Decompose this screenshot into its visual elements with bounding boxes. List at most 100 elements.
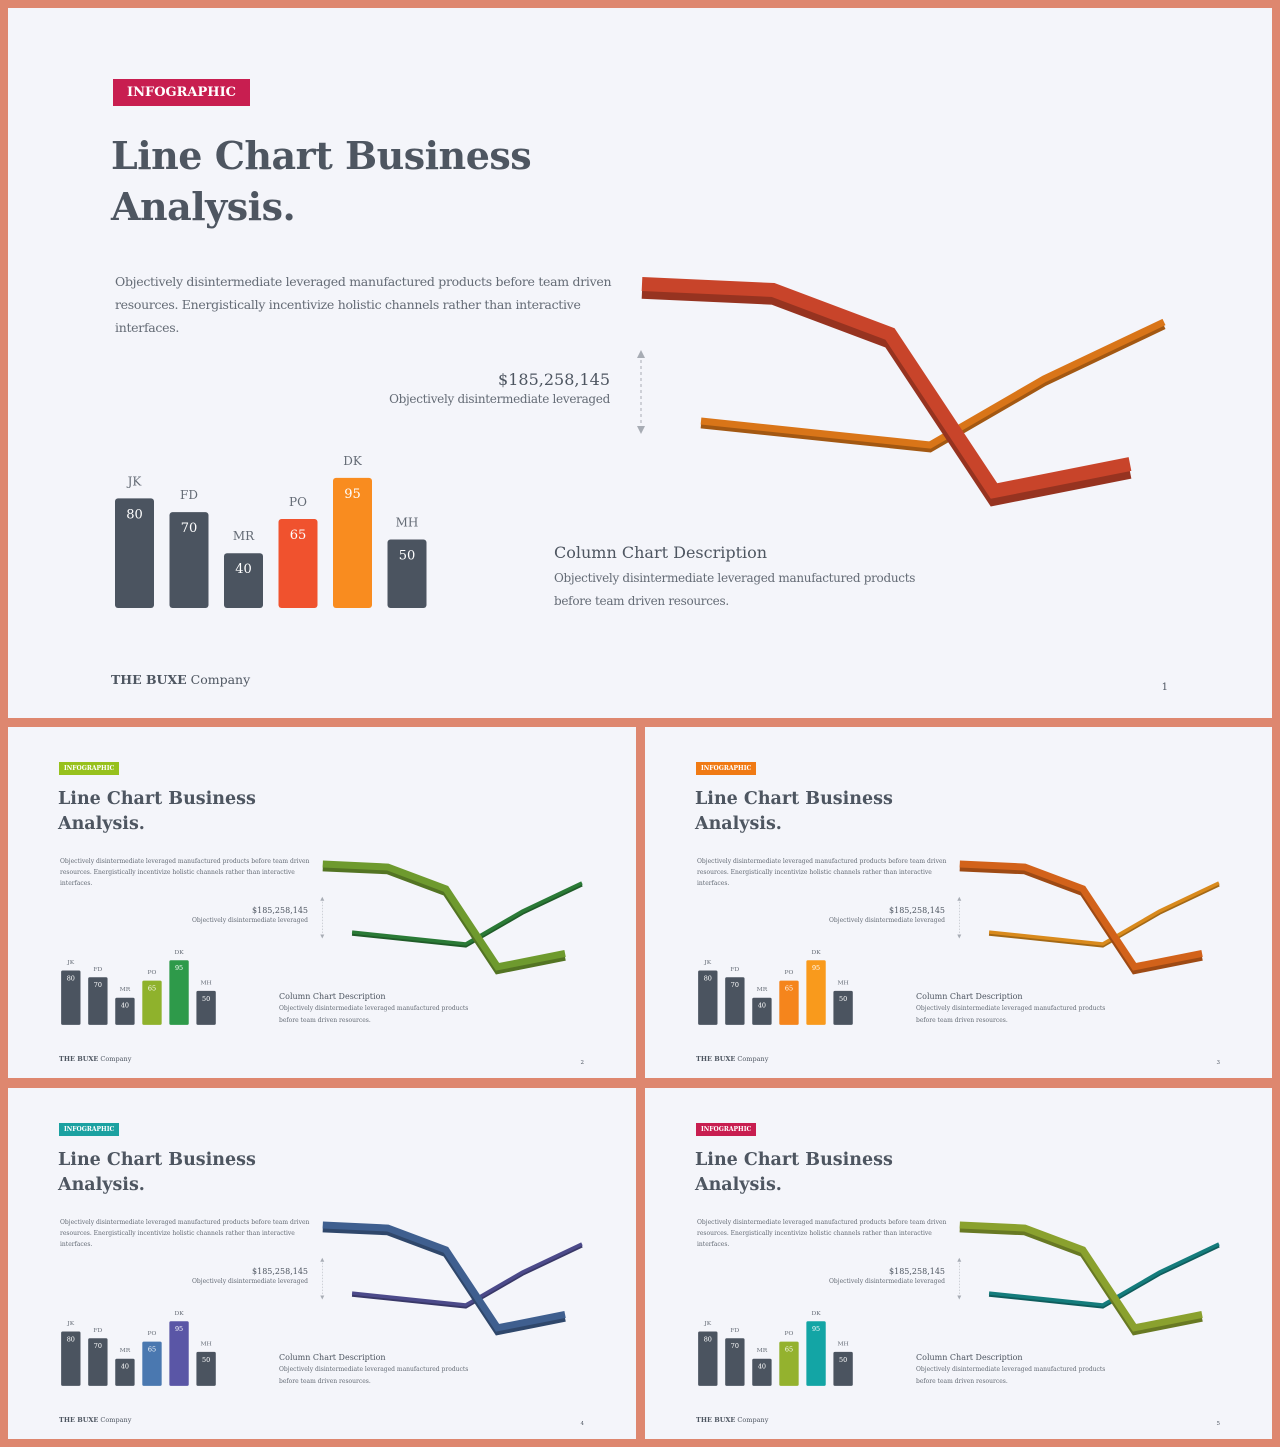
bar-dk xyxy=(806,960,826,1025)
bar-value-label: 70 xyxy=(181,521,198,536)
stat-value: $185,258,145 xyxy=(889,906,945,915)
footer-brand: THE BUXE Company xyxy=(696,1055,769,1063)
line-series-b xyxy=(351,881,583,948)
bar-value-label: 50 xyxy=(202,995,210,1003)
column-description-title: Column Chart Description xyxy=(916,1353,1023,1362)
page-title: Line Chart Business Analysis. xyxy=(58,789,256,834)
page-title: Line Chart Business Analysis. xyxy=(695,1150,893,1195)
bar-category-label: DK xyxy=(174,1310,184,1317)
bar-value-label: 80 xyxy=(704,1335,712,1343)
bar-category-label: MH xyxy=(396,516,419,530)
slide-graphics: 80 JK 70 FD 40 MR 65 PO 95 DK 50 MH xyxy=(61,860,583,1025)
stat-block: $185,258,145 Objectively disintermediate… xyxy=(348,368,610,406)
bar-value-label: 70 xyxy=(94,1342,102,1350)
bar-category-label: JK xyxy=(126,474,143,488)
graphics-group: 80 JK 70 FD 40 MR 65 PO 95 DK 50 MH xyxy=(698,860,1220,1025)
bar-category-label: MH xyxy=(837,979,848,986)
bar-value-label: 65 xyxy=(148,1346,156,1354)
column-description-text: Objectively disintermediate leveraged ma… xyxy=(916,1005,1106,1024)
page-number: 3 xyxy=(1216,1060,1221,1066)
bar-fd xyxy=(725,1338,745,1386)
page-number: 2 xyxy=(580,1060,585,1066)
bar-po xyxy=(779,980,799,1025)
bar-jk xyxy=(698,970,718,1025)
line-series-a xyxy=(959,860,1203,975)
line-series-a xyxy=(959,1221,1203,1336)
bar-fd xyxy=(725,977,745,1025)
page-number: 1 xyxy=(1161,682,1168,693)
slide-2: INFOGRAPHIC Line Chart Business Analysis.… xyxy=(8,727,636,1078)
arrow-down-icon xyxy=(957,934,962,939)
intro-text: Objectively disintermediate leveraged ma… xyxy=(60,858,310,887)
column-description-text: Objectively disintermediate leveraged ma… xyxy=(554,571,916,608)
bar-value-label: 80 xyxy=(67,1335,75,1343)
bar-value-label: 80 xyxy=(67,974,75,982)
bar-category-label: MR xyxy=(120,986,131,993)
bar-category-label: FD xyxy=(730,966,739,973)
column-description-text: Objectively disintermediate leveraged ma… xyxy=(279,1366,469,1385)
bar-mh xyxy=(833,990,853,1025)
bar-mr xyxy=(752,997,772,1025)
bar-jk xyxy=(698,1331,718,1386)
slide-graphics: 80 JK 70 FD 40 MR 65 PO 95 DK 50 MH xyxy=(698,860,1220,1025)
bar-category-label: JK xyxy=(703,959,711,966)
line-series-a xyxy=(322,860,566,975)
column-description-text: Objectively disintermediate leveraged ma… xyxy=(279,1005,469,1024)
stat-caption: Objectively disintermediate leveraged xyxy=(828,917,945,924)
bar-category-label: DK xyxy=(174,949,184,956)
line-series-b xyxy=(351,1242,583,1309)
arrow-up-icon xyxy=(957,896,962,901)
bar-category-label: MH xyxy=(200,979,211,986)
bar-value-label: 70 xyxy=(731,1342,739,1350)
bar-value-label: 95 xyxy=(175,1325,183,1333)
line-series-a xyxy=(322,1221,566,1336)
bar-mh xyxy=(196,990,216,1025)
bar-dk xyxy=(169,960,189,1025)
stat-block: $185,258,145 Objectively disintermediate… xyxy=(815,1265,945,1285)
bar-dk xyxy=(806,1321,826,1386)
page-number: 5 xyxy=(1216,1421,1221,1427)
arrow-up-icon xyxy=(637,350,645,358)
bar-mr xyxy=(224,553,263,608)
bar-mr xyxy=(752,1358,772,1386)
bar-jk xyxy=(61,1331,81,1386)
bar-value-label: 40 xyxy=(758,1363,766,1371)
stat-value: $185,258,145 xyxy=(252,1267,308,1276)
bar-value-label: 95 xyxy=(812,1325,820,1333)
intro-text: Objectively disintermediate leveraged ma… xyxy=(697,858,947,887)
bar-category-label: PO xyxy=(148,969,157,976)
slide-graphics: 80 JK 70 FD 40 MR 65 PO 95 DK 50 MH xyxy=(698,1221,1220,1386)
column-description: Column Chart Description Objectively dis… xyxy=(554,542,934,613)
slide-5: INFOGRAPHIC Line Chart Business Analysis.… xyxy=(645,1088,1272,1439)
bar-category-label: PO xyxy=(148,1330,157,1337)
bar-mh xyxy=(833,1351,853,1386)
bar-category-label: MR xyxy=(757,1347,768,1354)
bar-value-label: 95 xyxy=(812,964,820,972)
bar-category-label: JK xyxy=(66,1320,74,1327)
slide-graphics: 80 JK 70 FD 40 MR 65 PO 95 DK 50 MH xyxy=(61,1221,583,1386)
bar-value-label: 95 xyxy=(344,487,361,502)
stat-caption: Objectively disintermediate leveraged xyxy=(191,1278,308,1285)
bar-category-label: FD xyxy=(93,1327,102,1334)
column-description: Column Chart Description Objectively dis… xyxy=(279,991,469,1026)
page-title: Line Chart Business Analysis. xyxy=(58,1150,256,1195)
bar-value-label: 95 xyxy=(175,964,183,972)
column-description-title: Column Chart Description xyxy=(279,1353,386,1362)
bar-dk xyxy=(169,1321,189,1386)
footer-brand: THE BUXE Company xyxy=(59,1416,132,1424)
line-series-b xyxy=(700,318,1166,453)
stat-block: $185,258,145 Objectively disintermediate… xyxy=(815,904,945,924)
stat-value: $185,258,145 xyxy=(889,1267,945,1276)
slide-4: INFOGRAPHIC Line Chart Business Analysis.… xyxy=(8,1088,636,1439)
slide-3: INFOGRAPHIC Line Chart Business Analysis.… xyxy=(645,727,1272,1078)
bar-category-label: MH xyxy=(200,1340,211,1347)
bar-value-label: 50 xyxy=(839,1356,847,1364)
arrow-down-icon xyxy=(320,1295,325,1300)
bar-category-label: FD xyxy=(730,1327,739,1334)
slide-1: INFOGRAPHIC Line Chart Business Analysis.… xyxy=(8,8,1272,718)
arrow-up-icon xyxy=(957,1257,962,1262)
intro-text: Objectively disintermediate leveraged ma… xyxy=(115,274,612,335)
bar-value-label: 50 xyxy=(839,995,847,1003)
column-description-title: Column Chart Description xyxy=(279,992,386,1001)
stat-caption: Objectively disintermediate leveraged xyxy=(828,1278,945,1285)
